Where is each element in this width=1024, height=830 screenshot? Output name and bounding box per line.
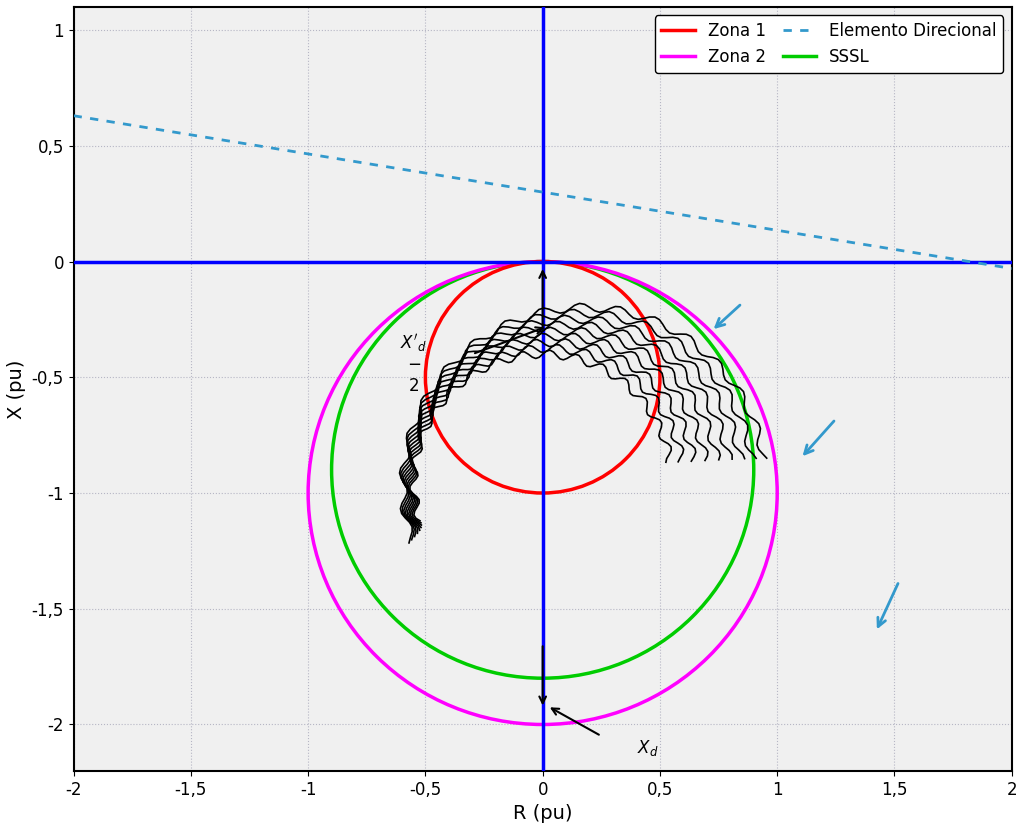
Legend: Zona 1, Zona 2, Elemento Direcional, SSSL: Zona 1, Zona 2, Elemento Direcional, SSS… [654,15,1004,73]
Y-axis label: X (pu): X (pu) [7,359,26,418]
X-axis label: R (pu): R (pu) [513,804,572,823]
Text: $X'_d$
─
2: $X'_d$ ─ 2 [400,332,427,395]
Text: $X_d$: $X_d$ [637,738,659,758]
